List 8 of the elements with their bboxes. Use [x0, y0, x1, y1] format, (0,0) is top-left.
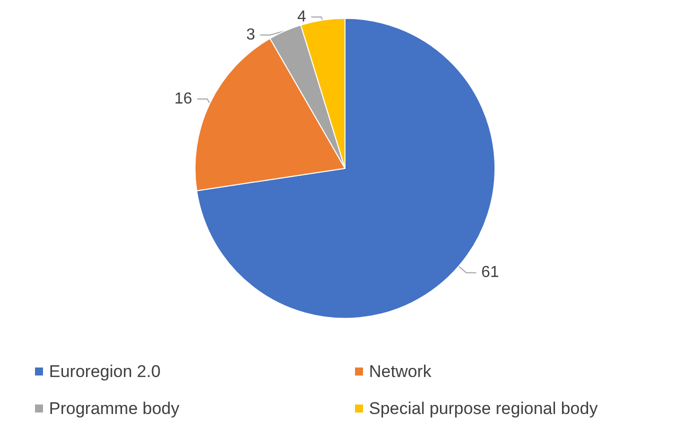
- legend-label: Programme body: [49, 399, 180, 418]
- data-label: 3: [246, 26, 256, 44]
- data-label: 16: [174, 90, 192, 108]
- data-label: 4: [297, 8, 306, 26]
- legend-label: Network: [369, 362, 432, 381]
- legend-label: Special purpose regional body: [369, 399, 598, 418]
- data-label: 61: [481, 264, 500, 282]
- legend-label: Euroregion 2.0: [49, 362, 161, 381]
